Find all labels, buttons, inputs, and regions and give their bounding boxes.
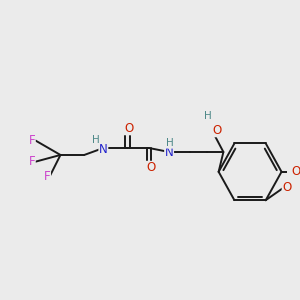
Text: N: N — [165, 146, 173, 160]
Text: O: O — [124, 122, 134, 135]
Text: F: F — [28, 155, 35, 168]
Text: H: H — [166, 138, 174, 148]
Text: O: O — [146, 161, 156, 174]
Text: H: H — [204, 111, 212, 121]
Text: H: H — [92, 135, 100, 145]
Text: O: O — [282, 181, 292, 194]
Text: F: F — [44, 170, 50, 183]
Text: F: F — [28, 134, 35, 147]
Text: O: O — [212, 124, 221, 137]
Text: O: O — [291, 165, 300, 178]
Text: N: N — [99, 142, 108, 155]
